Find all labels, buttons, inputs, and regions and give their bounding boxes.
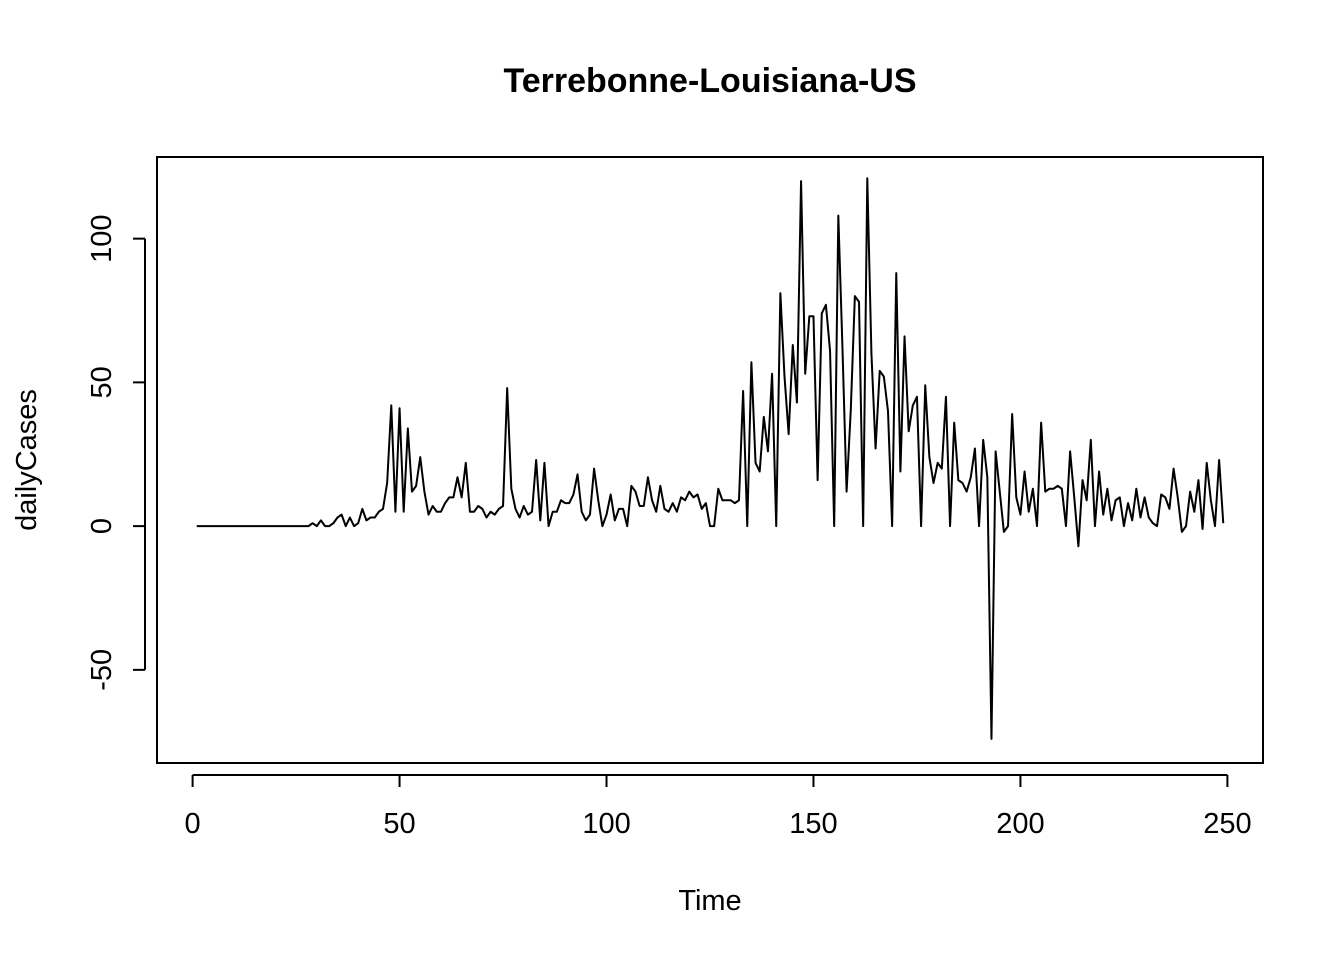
- x-tick-label: 200: [996, 808, 1044, 840]
- x-axis-label: Time: [678, 885, 741, 917]
- daily-cases-line: [196, 177, 1225, 740]
- x-tick-label: 0: [185, 808, 201, 840]
- x-tick-label: 100: [582, 808, 630, 840]
- y-tick-label: 0: [86, 518, 118, 534]
- x-tick-label: 50: [383, 808, 415, 840]
- x-tick-label: 150: [789, 808, 837, 840]
- y-axis: -50 0 50 100: [86, 214, 146, 691]
- y-tick-label: 100: [86, 214, 118, 262]
- x-tick-label: 250: [1203, 808, 1251, 840]
- chart-title: Terrebonne-Louisiana-US: [503, 62, 916, 100]
- y-axis-label: dailyCases: [11, 389, 43, 531]
- plot-frame: [156, 156, 1264, 764]
- x-axis: 0 50 100 150 200 250: [185, 774, 1252, 840]
- y-tick-label: 50: [86, 366, 118, 398]
- y-tick-label: -50: [86, 649, 118, 691]
